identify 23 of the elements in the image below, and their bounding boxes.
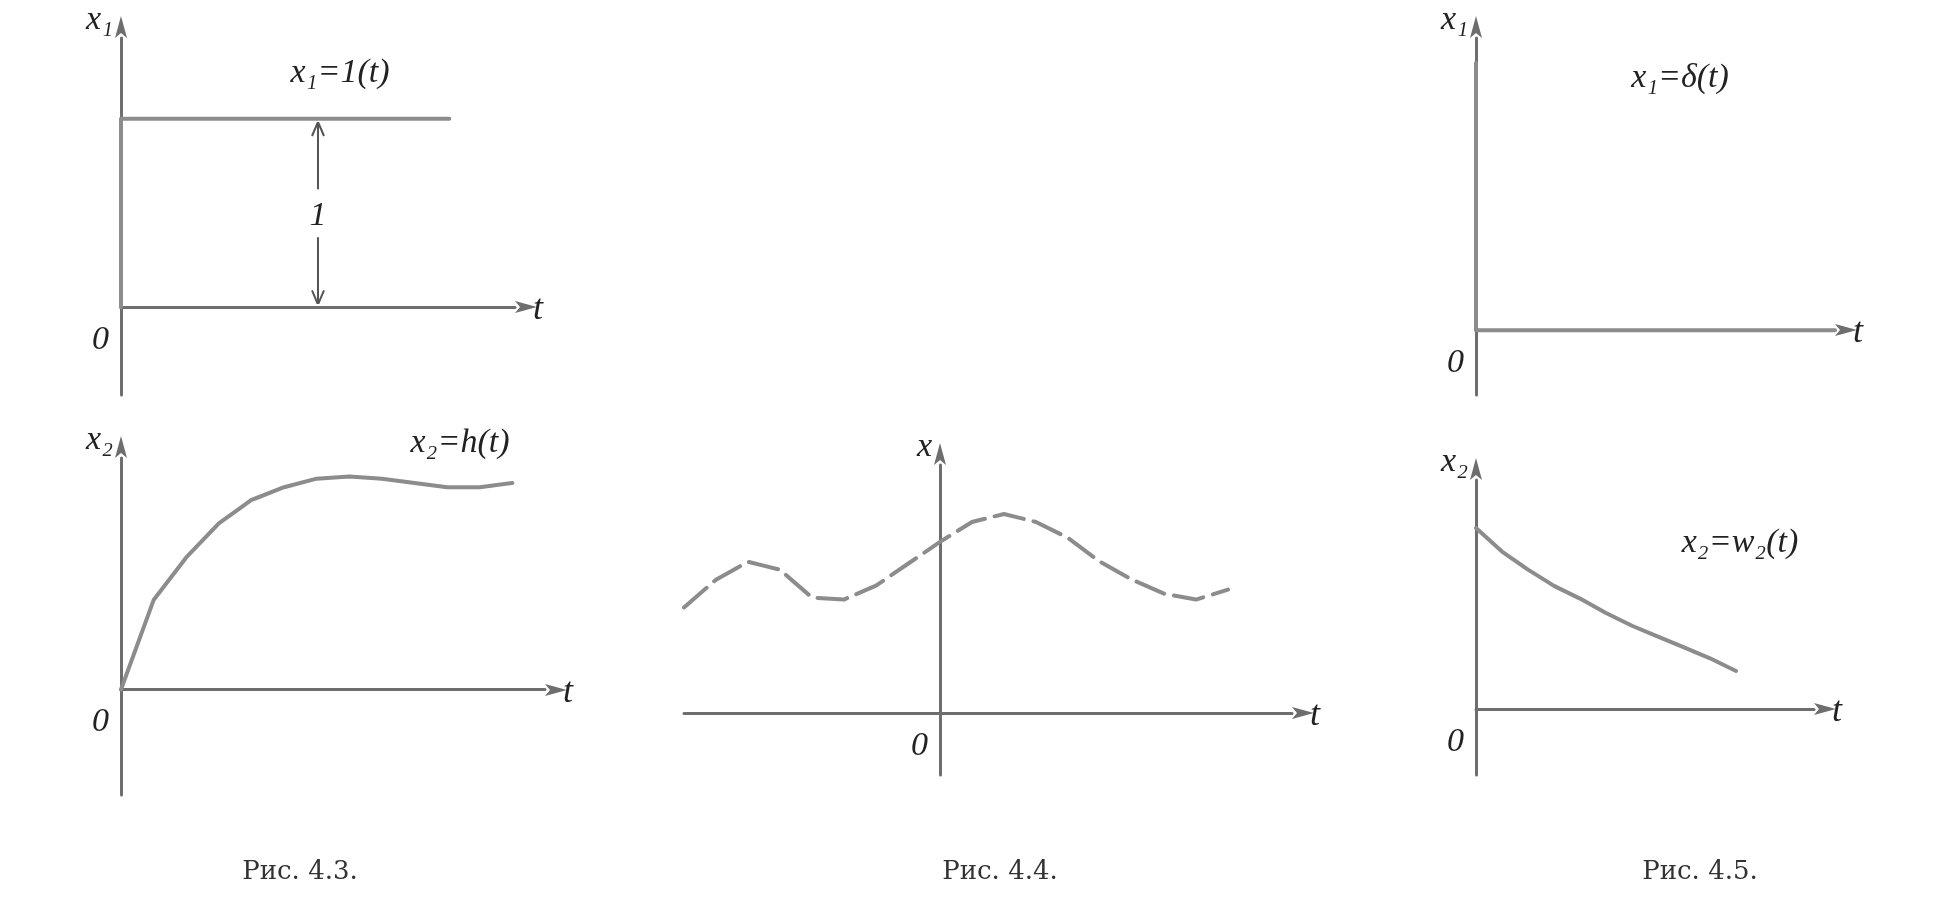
x-axis-title: t <box>1310 693 1321 733</box>
text: Рис. 4.5. <box>1642 855 1758 885</box>
y-axis-title: x <box>915 425 932 463</box>
y-axis-title: x₁ <box>1440 0 1468 36</box>
y-axis-title: x₂ <box>1440 440 1468 478</box>
y-axis-title: x₁ <box>85 0 113 36</box>
text: 0 <box>92 318 109 356</box>
x-axis-title: t <box>1853 310 1864 351</box>
text: 0 <box>1447 341 1464 379</box>
text: 0 <box>1447 720 1464 758</box>
text: 0 <box>92 701 109 738</box>
x-axis-title: t <box>1832 689 1843 729</box>
chart-title: x₂=w₂(t) <box>1680 521 1799 560</box>
x-axis-title: t <box>563 669 574 710</box>
y-axis-title: x₂ <box>85 418 113 456</box>
x-axis-title: t <box>533 287 544 328</box>
chart-title: x₁=δ(t) <box>1630 56 1729 95</box>
text: Рис. 4.3. <box>242 855 358 885</box>
annotation: 1 <box>309 194 327 232</box>
text: Рис. 4.4. <box>942 855 1058 885</box>
chart-title: x₁=1(t) <box>289 51 390 90</box>
chart-title: x₂=h(t) <box>409 421 510 460</box>
text: 0 <box>911 724 928 762</box>
